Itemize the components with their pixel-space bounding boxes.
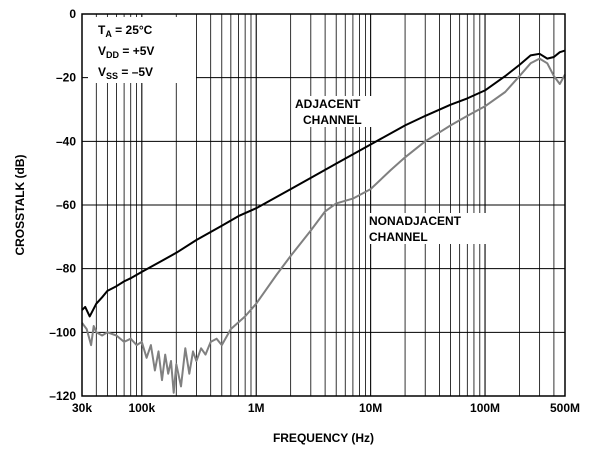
- y-tick-label: –100: [49, 325, 76, 339]
- x-tick-label: 1M: [248, 401, 265, 415]
- y-tick-label: –60: [56, 198, 76, 212]
- y-axis-label: CROSSTALK (dB): [13, 154, 27, 255]
- x-tick-label: 500M: [550, 401, 580, 415]
- adjacent-label-background: [292, 96, 382, 127]
- y-tick-label: –40: [56, 134, 76, 148]
- nonadjacent-channel-label-line1: NONADJACENT: [369, 214, 462, 228]
- x-tick-label: 100k: [128, 401, 155, 415]
- x-axis-label: FREQUENCY (Hz): [273, 431, 374, 445]
- y-tick-label: 0: [69, 7, 76, 21]
- y-tick-label: –80: [56, 262, 76, 276]
- x-tick-label: 30k: [72, 401, 92, 415]
- condition-temperature: TA = 25°C: [98, 23, 153, 39]
- adjacent-channel-line: [81, 49, 566, 318]
- series-layer: [81, 49, 566, 394]
- nonadjacent-channel-label-line2: CHANNEL: [369, 230, 428, 244]
- plot-frame: [81, 13, 566, 397]
- condition-vss: VSS = –5V: [98, 65, 153, 81]
- y-tick-labels: 0 –20 –40 –60 –80 –100 –120: [49, 7, 76, 403]
- x-tick-labels: 30k 100k 1M 10M 100M 500M: [72, 401, 580, 415]
- nonadjacent-label-background: [366, 213, 490, 244]
- adjacent-channel-label-line2: CHANNEL: [303, 113, 362, 127]
- adjacent-channel-label-line1: ADJACENT: [295, 97, 361, 111]
- x-tick-label: 10M: [359, 401, 382, 415]
- conditions-box: [88, 17, 196, 83]
- nonadjacent-channel-line: [81, 57, 566, 394]
- y-tick-label: –120: [49, 389, 76, 403]
- condition-vdd: VDD = +5V: [98, 44, 154, 60]
- y-tick-label: –20: [56, 71, 76, 85]
- x-tick-label: 100M: [470, 401, 500, 415]
